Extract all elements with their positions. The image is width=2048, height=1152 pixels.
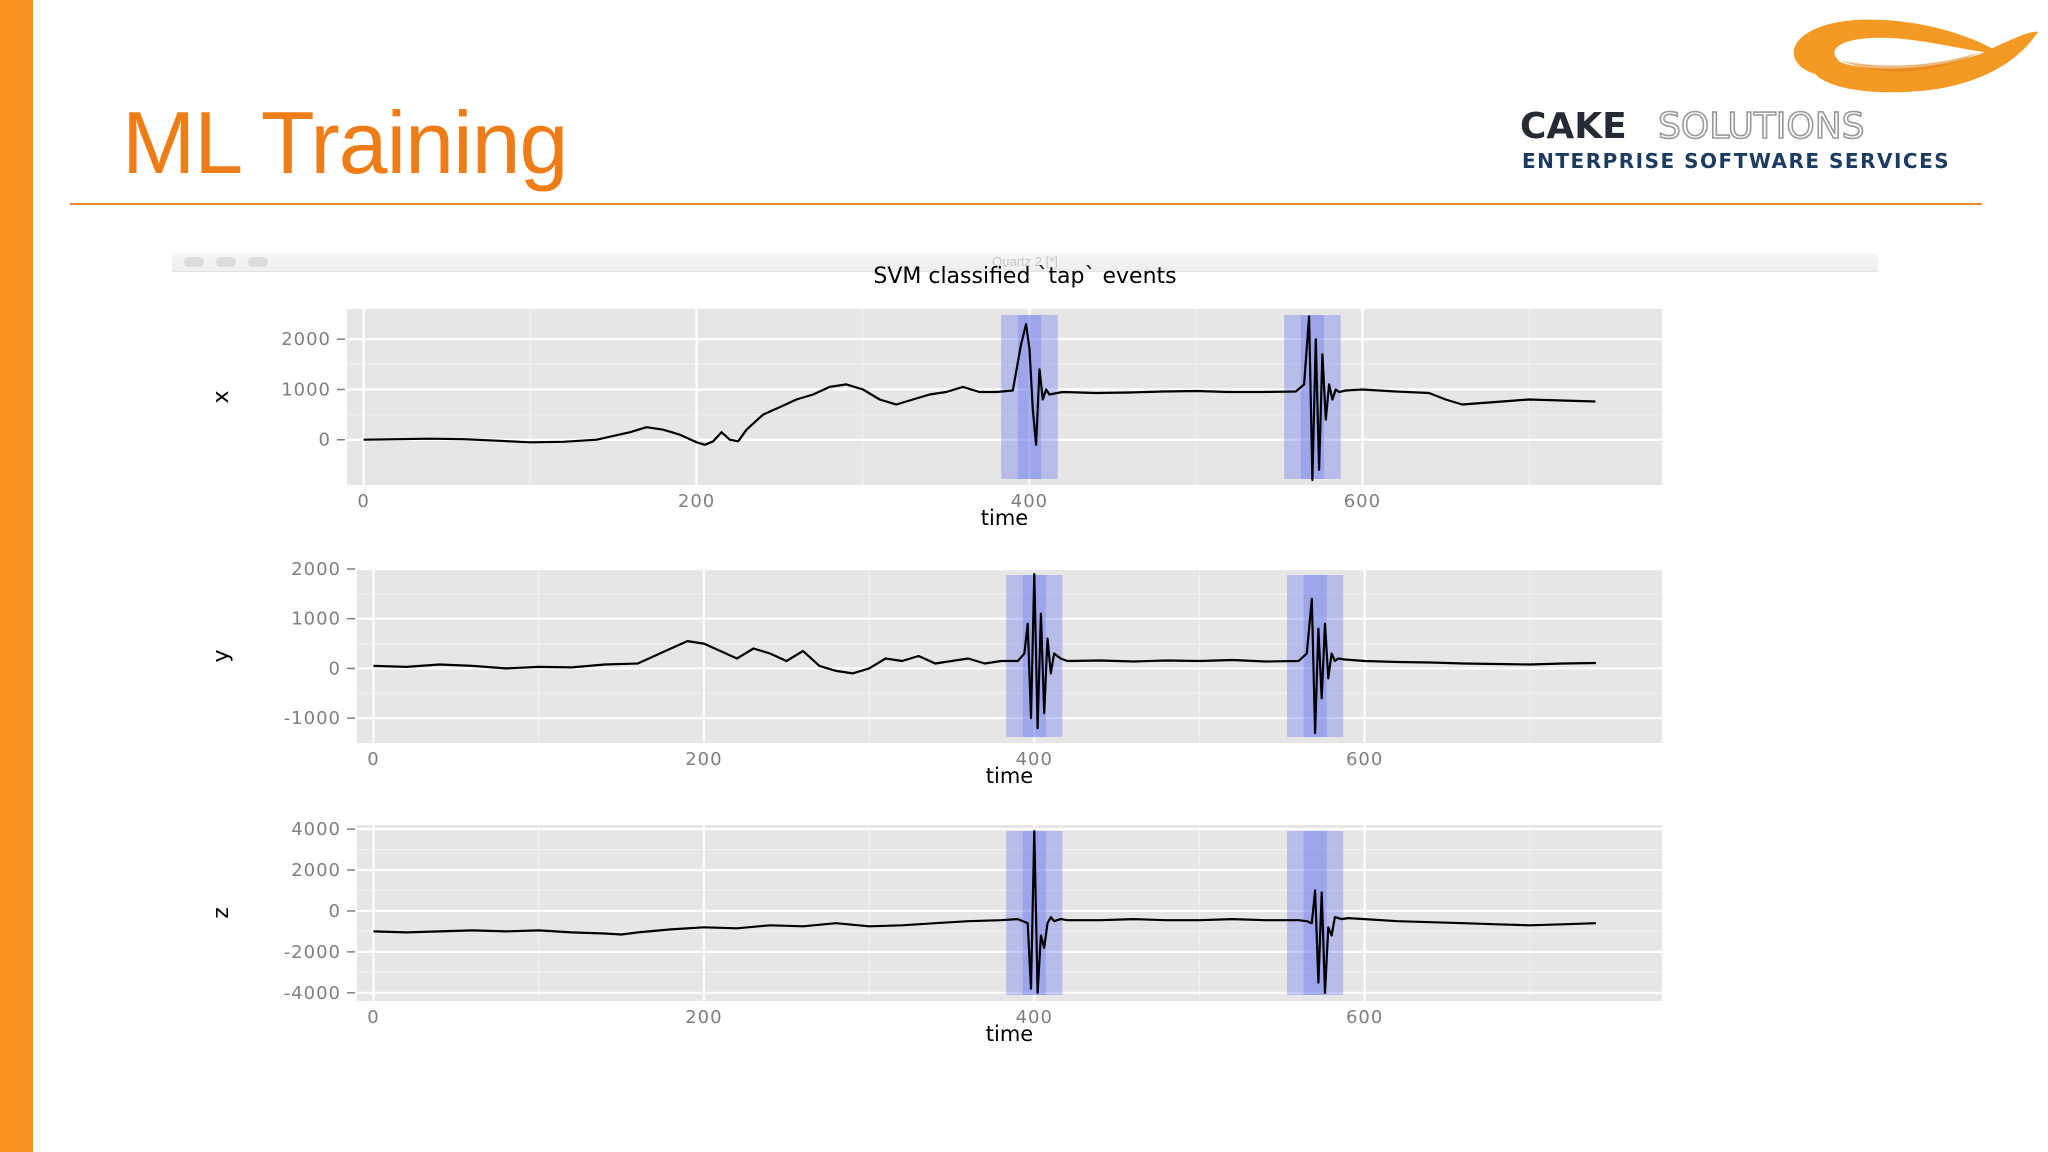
quartz-window: Quartz 2 [*] SVM classified `tap` events… (172, 253, 1878, 1053)
chart-title: SVM classified `tap` events (873, 264, 1176, 289)
panel-x-xtick-label: 200 (678, 491, 715, 512)
panel-z-xtick-label: 200 (685, 1007, 722, 1028)
panel-x-ylabel: x (209, 390, 234, 403)
panel-z-series-line (373, 829, 1596, 994)
slide-title: ML Training (122, 93, 568, 192)
accent-bar (0, 0, 33, 1152)
panel-y-ylabel: y (209, 649, 234, 662)
company-logo: CAKE SOLUTIONS ENTERPRISE SOFTWARE SERVI… (1520, 19, 2038, 170)
window-titlebar: Quartz 2 [*] (172, 253, 1878, 272)
panel-x-series-line (363, 315, 1596, 482)
panel-y-xtick-label: 0 (367, 749, 379, 770)
panel-z-ytick-label: -4000 (284, 983, 341, 1004)
panel-z-ytick-label: -2000 (284, 942, 341, 963)
panel-y-xtick-label: 400 (1016, 749, 1053, 770)
panel-z-ytick-label: 4000 (291, 819, 341, 840)
window-title: Quartz 2 [*] (992, 254, 1058, 269)
panel-z-xlabel: time (986, 1022, 1033, 1046)
panel-z-xtick-label: 0 (367, 1007, 379, 1028)
panel-x-xtick-label: 400 (1011, 491, 1048, 512)
panel-z-xtick-label: 400 (1016, 1007, 1053, 1028)
panel-y-ytick-label: 2000 (291, 559, 341, 580)
panel-x-ytick-label: 1000 (281, 379, 331, 400)
panel-z-ytick-label: 2000 (291, 860, 341, 881)
logo-swoosh (1793, 19, 2038, 93)
panel-y-ytick-label: 0 (329, 658, 341, 679)
panel-y-xtick-label: 600 (1346, 749, 1383, 770)
panel-x-ytick-label: 2000 (281, 329, 331, 350)
title-divider (70, 203, 1982, 205)
panel-z-ylabel: z (209, 907, 234, 919)
panel-y-series-line (373, 572, 1596, 735)
window-minimize-button[interactable] (216, 257, 236, 267)
window-zoom-button[interactable] (248, 257, 268, 267)
panel-y-ytick-label: -1000 (284, 708, 341, 729)
panel-x-xtick-label: 0 (357, 491, 369, 512)
panel-y-background (357, 569, 1662, 743)
window-close-button[interactable] (184, 257, 204, 267)
panel-y-xlabel: time (986, 764, 1033, 788)
panel-x-xtick-label: 600 (1344, 491, 1381, 512)
logo-tagline: ENTERPRISE SOFTWARE SERVICES (1522, 149, 1950, 170)
panel-x-ytick-label: 0 (319, 430, 331, 451)
logo-name-bold: CAKE (1520, 106, 1627, 147)
panel-y-ytick-label: 1000 (291, 609, 341, 630)
panel-z-ytick-label: 0 (329, 901, 341, 922)
panel-y-xtick-label: 200 (685, 749, 722, 770)
logo-name-light: SOLUTIONS (1658, 106, 1865, 147)
panel-z-xtick-label: 600 (1346, 1007, 1383, 1028)
panel-x-xlabel: time (981, 506, 1028, 530)
panel-z-background (357, 825, 1662, 1001)
